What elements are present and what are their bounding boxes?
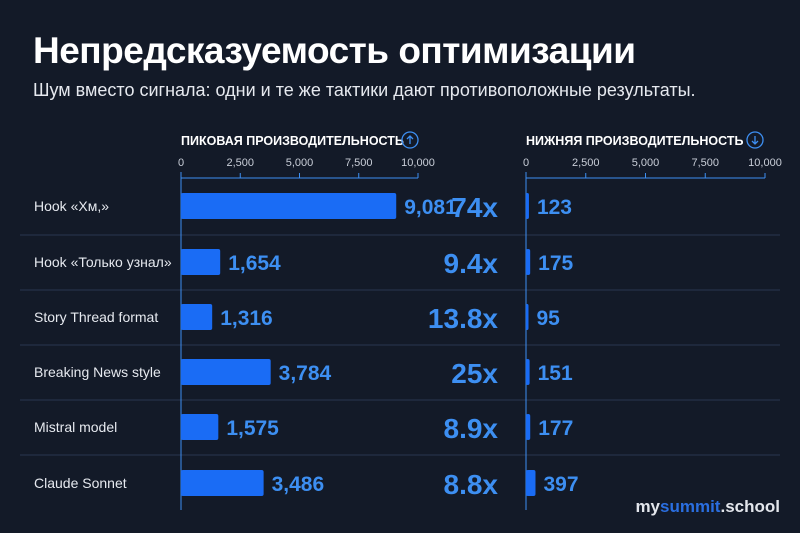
bar xyxy=(181,304,213,330)
value-label: 3,486 xyxy=(272,473,325,496)
value-label: 1,575 xyxy=(226,417,279,440)
ratio-label: 8.8x xyxy=(444,469,499,500)
value-label: 151 xyxy=(538,362,573,385)
arrow-down-circle-icon xyxy=(746,131,764,149)
arrow-up-circle-icon-arrow xyxy=(406,135,414,144)
category-label: Hook «Хм,» xyxy=(34,198,109,214)
value-label: 175 xyxy=(538,252,573,275)
tick-label: 5,000 xyxy=(632,157,660,169)
value-label: 3,784 xyxy=(279,362,332,385)
tick-label: 0 xyxy=(523,157,529,169)
bar xyxy=(526,193,529,219)
bar xyxy=(526,249,531,275)
value-label: 9,081 xyxy=(404,196,457,219)
value-label: 123 xyxy=(537,196,572,219)
bar xyxy=(526,304,529,330)
tick-label: 7,500 xyxy=(691,157,719,169)
bar xyxy=(181,470,264,496)
tick-label: 2,500 xyxy=(572,157,600,169)
value-label: 177 xyxy=(538,417,573,440)
tick-label: 2,500 xyxy=(226,157,254,169)
brand-part-accent: summit xyxy=(660,497,721,516)
category-label: Breaking News style xyxy=(34,364,161,380)
tick-label: 10,000 xyxy=(401,157,435,169)
bar xyxy=(526,414,531,440)
tick-label: 7,500 xyxy=(345,157,373,169)
arrow-up-circle-icon xyxy=(401,131,419,149)
brand-part: .school xyxy=(720,497,780,516)
ratio-label: 13.8x xyxy=(428,303,498,334)
bar xyxy=(526,359,530,385)
panel-title: НИЖНЯЯ ПРОИЗВОДИТЕЛЬНОСТЬ xyxy=(526,134,743,148)
tick-label: 0 xyxy=(178,157,184,169)
page-title: Непредсказуемость оптимизации xyxy=(33,30,636,71)
brand-part: my xyxy=(635,497,661,516)
category-label: Story Thread format xyxy=(34,309,158,325)
ratio-label: 8.9x xyxy=(444,413,499,444)
brand-logo: mysummit.school xyxy=(635,497,780,517)
category-label: Claude Sonnet xyxy=(34,475,127,491)
ratio-label: 74x xyxy=(451,192,498,223)
value-label: 1,316 xyxy=(220,307,273,330)
bar xyxy=(181,249,221,275)
bar xyxy=(181,414,219,440)
ratio-label: 9.4x xyxy=(444,248,499,279)
ratio-label: 25x xyxy=(451,358,498,389)
category-label: Hook «Только узнал» xyxy=(34,254,172,270)
value-label: 397 xyxy=(543,473,578,496)
page-subtitle: Шум вместо сигнала: одни и те же тактики… xyxy=(33,80,696,100)
bar xyxy=(526,470,536,496)
panel-title: ПИКОВАЯ ПРОИЗВОДИТЕЛЬНОСТЬ xyxy=(181,134,404,148)
category-label: Mistral model xyxy=(34,419,117,435)
tick-label: 5,000 xyxy=(286,157,314,169)
value-label: 1,654 xyxy=(228,252,281,275)
bar xyxy=(181,359,271,385)
bar xyxy=(181,193,397,219)
tick-label: 10,000 xyxy=(748,157,782,169)
arrow-down-circle-icon-arrow xyxy=(751,136,759,145)
value-label: 95 xyxy=(537,307,561,330)
